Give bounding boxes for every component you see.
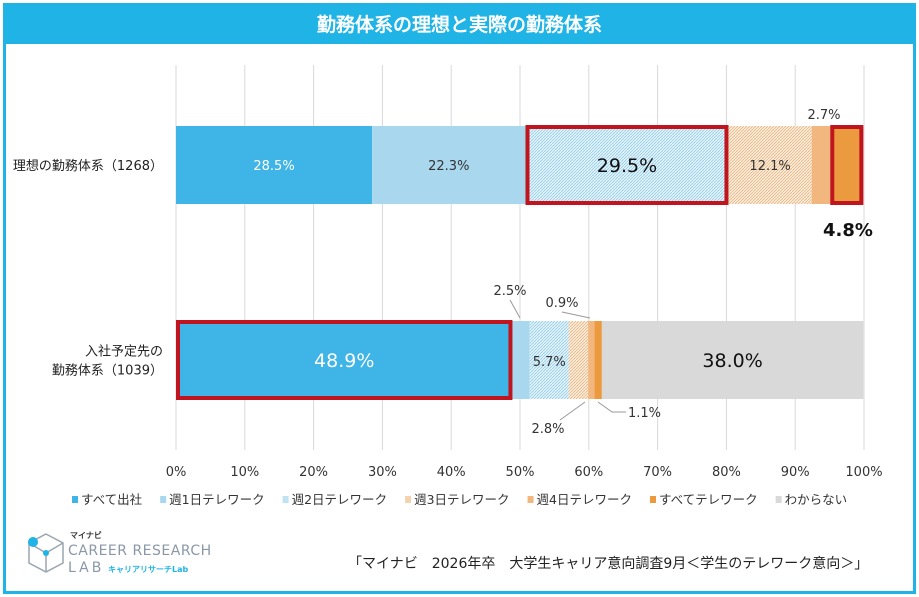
- highlight-box: [830, 125, 864, 205]
- bar-segment: [811, 126, 831, 204]
- legend-swatch: [650, 496, 657, 503]
- legend-label: すべて出社: [81, 492, 142, 507]
- highlight-box: [176, 320, 513, 400]
- leader-line: [597, 401, 626, 413]
- data-label: 29.5%: [597, 155, 657, 177]
- leader-line: [559, 401, 586, 421]
- legend-label: 週1日テレワーク: [169, 492, 264, 507]
- bar-segment: [594, 321, 602, 399]
- data-label: 4.8%: [823, 220, 873, 241]
- x-tick-label: 20%: [299, 465, 328, 480]
- x-tick-label: 60%: [574, 465, 603, 480]
- x-tick-label: 80%: [712, 465, 741, 480]
- data-label: 1.1%: [628, 406, 661, 421]
- chart-frame: 勤務体系の理想と実際の勤務体系: [3, 3, 916, 594]
- legend-label: わからない: [785, 492, 848, 507]
- bar-segment: [588, 321, 595, 399]
- bar-segment: [176, 321, 513, 399]
- data-label: 2.8%: [531, 422, 564, 437]
- logo-main-text: CAREER RESEARCH: [68, 543, 212, 559]
- category-label: 理想の勤務体系（1268）: [13, 158, 163, 174]
- data-label: 2.7%: [807, 108, 840, 123]
- legend-swatch: [282, 496, 289, 503]
- data-label: 12.1%: [749, 159, 790, 174]
- data-label: 5.7%: [533, 355, 566, 370]
- bar-segment: [176, 126, 373, 204]
- bar-segment: [372, 126, 526, 204]
- data-label: 0.9%: [545, 296, 578, 311]
- legend-swatch: [405, 496, 412, 503]
- x-tick-label: 50%: [506, 465, 535, 480]
- category-label: 勤務体系（1039）: [52, 364, 163, 379]
- highlight-box: [525, 125, 729, 205]
- logo-sub-text: キャリアリサーチLab: [108, 565, 189, 574]
- legend-swatch: [160, 496, 167, 503]
- x-tick-label: 10%: [230, 465, 259, 480]
- bar-segment: [529, 321, 569, 399]
- legend-label: 週2日テレワーク: [292, 492, 387, 507]
- bar-segment: [525, 126, 729, 204]
- bar-segment: [512, 321, 530, 399]
- source-note: 「マイナビ 2026年卒 大学生キャリア意向調査9月＜学生のテレワーク意向＞」: [348, 556, 869, 572]
- legend-label: すべてテレワーク: [659, 492, 758, 507]
- logo-small-text: マイナビ: [70, 531, 102, 540]
- x-tick-label: 90%: [781, 465, 810, 480]
- chart-title: 勤務体系の理想と実際の勤務体系: [6, 6, 913, 44]
- legend-swatch: [527, 496, 534, 503]
- logo-lab-text: LAB: [68, 560, 105, 576]
- legend-swatch: [72, 496, 78, 503]
- bar-segment: [568, 321, 589, 399]
- leader-line: [561, 311, 591, 319]
- data-label: 22.3%: [428, 159, 469, 174]
- bar-segment: [728, 126, 812, 204]
- bar-segment: [863, 126, 864, 204]
- category-label: 入社予定先の: [85, 344, 163, 360]
- x-tick-label: 100%: [845, 465, 882, 480]
- x-tick-label: 0%: [166, 465, 187, 480]
- x-tick-label: 30%: [368, 465, 397, 480]
- legend-label: 週3日テレワーク: [414, 492, 509, 507]
- data-label: 2.5%: [493, 284, 526, 299]
- legend-swatch: [775, 496, 782, 503]
- x-tick-label: 70%: [643, 465, 672, 480]
- career-research-lab-logo-icon: [28, 533, 64, 573]
- leader-line: [509, 299, 521, 319]
- bar-segment: [830, 126, 864, 204]
- data-label: 38.0%: [702, 350, 762, 372]
- legend-label: 週4日テレワーク: [537, 492, 632, 507]
- data-label: 48.9%: [314, 350, 374, 372]
- x-tick-label: 40%: [437, 465, 466, 480]
- bar-segment: [601, 321, 864, 399]
- data-label: 28.5%: [253, 159, 294, 174]
